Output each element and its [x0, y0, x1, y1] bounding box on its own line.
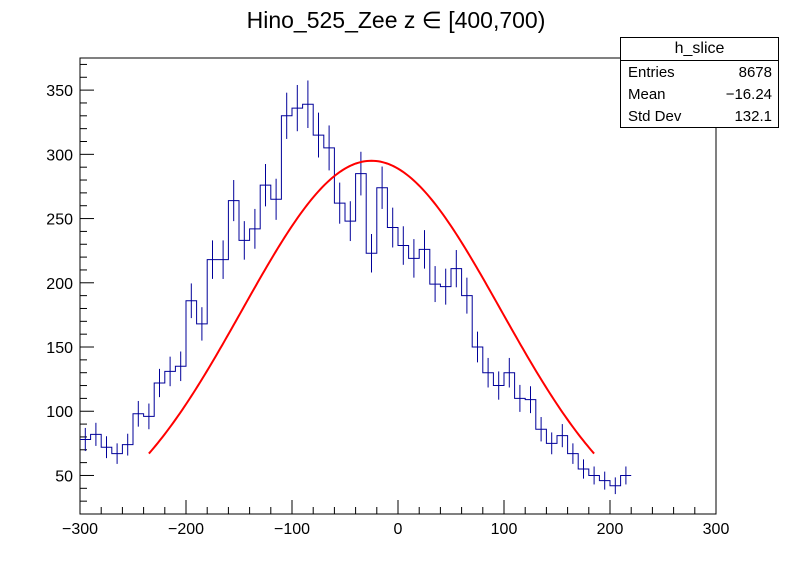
- histogram-series: [80, 80, 632, 495]
- y-tick-label: 250: [46, 212, 73, 229]
- stats-label: Std Dev: [628, 108, 682, 125]
- stats-value: 132.1: [734, 108, 772, 125]
- y-axis: 50 100 150 200 250 300 350: [46, 63, 94, 502]
- x-tick-label: −300: [62, 521, 98, 538]
- y-tick-label: 200: [46, 276, 73, 293]
- stats-label: Entries: [628, 64, 675, 81]
- y-tick-label: 150: [46, 340, 73, 357]
- y-tick-label: 100: [46, 404, 73, 421]
- stats-value: −16.24: [725, 86, 772, 103]
- stats-row-mean: Mean −16.24: [621, 83, 778, 105]
- fit-series: [148, 159, 595, 455]
- stats-value: 8678: [738, 64, 772, 81]
- fit-curve: [148, 159, 595, 455]
- stats-row-std-dev: Std Dev 132.1: [621, 105, 778, 127]
- x-tick-label: −200: [168, 521, 204, 538]
- stats-row-entries: Entries 8678: [621, 61, 778, 83]
- x-tick-label: 0: [394, 521, 403, 538]
- stats-label: Mean: [628, 86, 666, 103]
- chart-title: Hino_525_Zee z ∈ [400,700): [247, 7, 546, 33]
- x-tick-label: 100: [491, 521, 518, 538]
- x-tick-label: 200: [597, 521, 624, 538]
- stats-box: h_slice Entries 8678 Mean −16.24 Std Dev…: [620, 37, 779, 128]
- y-tick-label: 300: [46, 147, 73, 164]
- x-tick-label: −100: [274, 521, 310, 538]
- y-tick-label: 50: [55, 468, 73, 485]
- x-axis: −300 −200 −100 0 100 200 300: [62, 500, 729, 538]
- histogram-step-line: [80, 103, 632, 487]
- x-tick-label: 300: [703, 521, 730, 538]
- y-tick-label: 350: [46, 83, 73, 100]
- stats-title: h_slice: [621, 38, 778, 61]
